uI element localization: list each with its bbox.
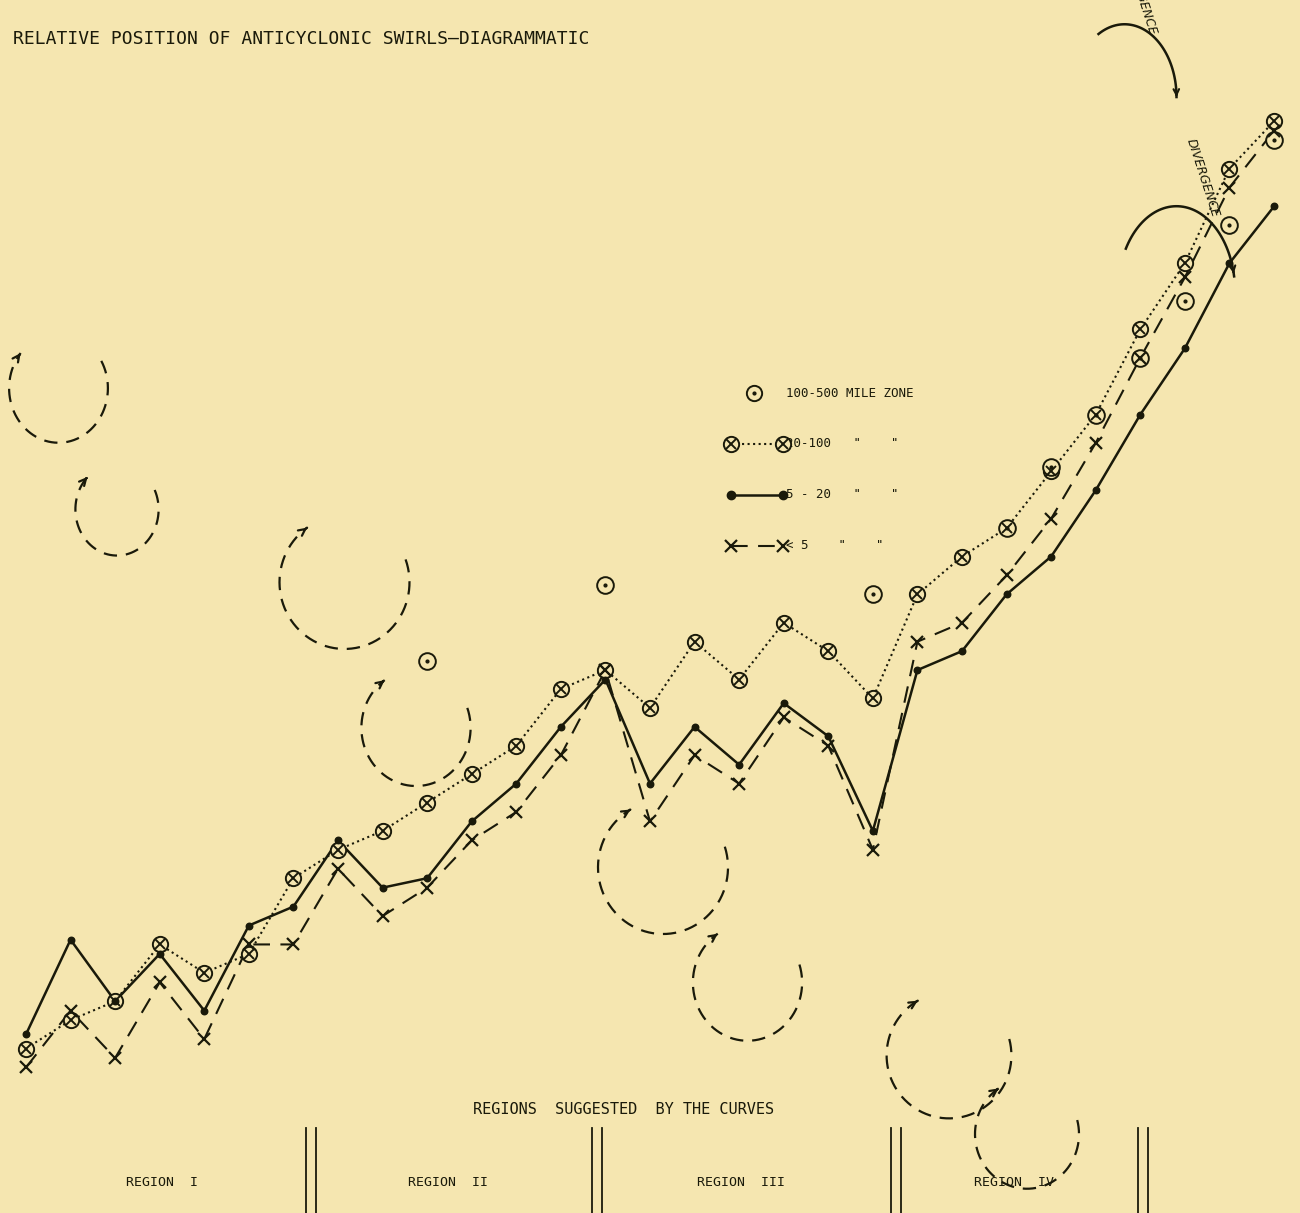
Point (105, 991, 126, 1010)
Point (1219, 254, 1240, 273)
Text: 5 - 20   "    ": 5 - 20 " " (786, 489, 900, 501)
Point (1174, 338, 1195, 358)
Point (1041, 547, 1062, 566)
Text: REGION  III: REGION III (697, 1177, 785, 1189)
Point (150, 944, 170, 963)
Text: < 5    "    ": < 5 " " (786, 540, 884, 552)
Point (372, 878, 393, 898)
Point (60, 930, 81, 950)
Text: REGIONS  SUGGESTED  BY THE CURVES: REGIONS SUGGESTED BY THE CURVES (473, 1103, 775, 1117)
Point (862, 821, 883, 841)
Text: CONVERGENCE: CONVERGENCE (1117, 0, 1158, 36)
Point (194, 1001, 214, 1020)
Point (595, 670, 616, 689)
Point (684, 717, 705, 736)
Point (774, 694, 794, 713)
Point (996, 585, 1017, 604)
Point (462, 811, 482, 831)
Point (417, 869, 438, 888)
Point (506, 774, 526, 793)
Point (16, 1025, 36, 1044)
Text: DIVERGENCE: DIVERGENCE (1184, 136, 1221, 218)
Text: RELATIVE POSITION OF ANTICYCLONIC SWIRLS—DIAGRAMMATIC: RELATIVE POSITION OF ANTICYCLONIC SWIRLS… (13, 30, 589, 49)
Text: REGION  I: REGION I (126, 1177, 199, 1189)
Point (328, 831, 348, 850)
Point (1130, 405, 1150, 425)
Point (283, 896, 304, 916)
Point (818, 727, 839, 746)
Text: 100-500 MILE ZONE: 100-500 MILE ZONE (786, 387, 914, 399)
Point (238, 916, 259, 935)
Text: 20-100   "    ": 20-100 " " (786, 438, 900, 450)
Point (550, 717, 571, 736)
Point (640, 774, 660, 793)
Point (1264, 197, 1284, 216)
Point (952, 642, 972, 661)
Text: REGION  IV: REGION IV (974, 1177, 1054, 1189)
Point (729, 754, 750, 774)
Text: REGION  II: REGION II (408, 1177, 489, 1189)
Point (907, 660, 928, 679)
Point (1086, 480, 1106, 500)
